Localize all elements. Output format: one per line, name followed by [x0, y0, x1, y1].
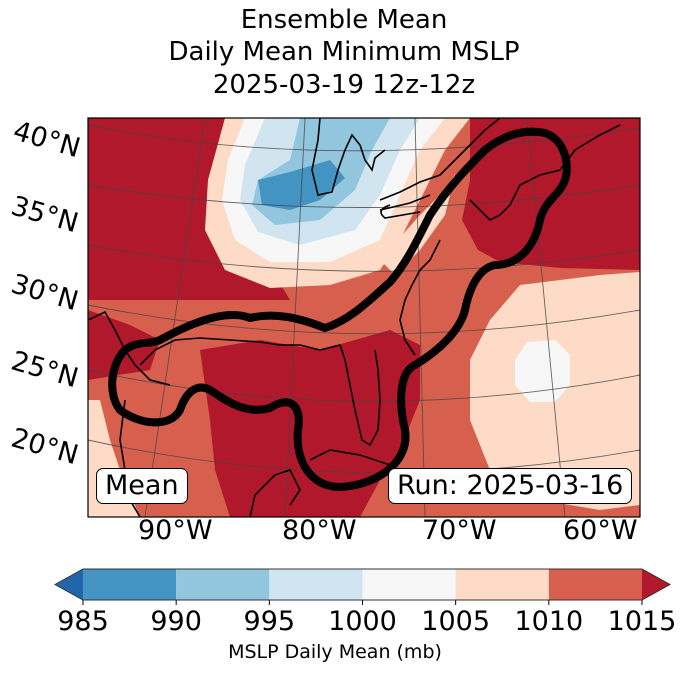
- colorbar-tick-label: 985: [57, 606, 109, 637]
- colorbar-tick-label: 1015: [607, 606, 677, 637]
- coastlines: [88, 118, 621, 517]
- map-frame: [87, 117, 641, 518]
- colorbar-bin-995-1000: [269, 569, 363, 600]
- lon-label-60w: 60°W: [563, 515, 638, 546]
- colorbar-tick-label: 1000: [328, 606, 397, 637]
- colorbar-tick-label: 990: [150, 606, 202, 637]
- title-line-3: 2025-03-19 12z-12z: [212, 70, 476, 100]
- mean-label-box: Mean: [96, 468, 188, 504]
- region-1010-1015-southeast: [200, 330, 420, 517]
- lon-label-90w: 90°W: [138, 515, 213, 546]
- run-date-box: Run: 2025-03-16: [388, 468, 633, 504]
- colorbar-over-arrow: [642, 569, 670, 600]
- colorbar-label: MSLP Daily Mean (mb): [228, 641, 442, 663]
- colorbar-bin-1010-1015: [548, 569, 642, 600]
- region-995-1000-atlantic: [515, 340, 570, 402]
- title-line-2: Daily Mean Minimum MSLP: [168, 37, 520, 67]
- colorbar: [53, 568, 672, 605]
- contour-outline: [108, 127, 571, 491]
- colorbar-under-arrow: [55, 569, 83, 600]
- colorbar-tick-label: 1010: [514, 606, 584, 637]
- colorbar-tick-label: 995: [243, 606, 296, 637]
- colorbar-bin-1000-1005: [362, 569, 456, 600]
- title-line-1: Ensemble Mean: [240, 5, 448, 35]
- colorbar-tick-label: 1005: [421, 606, 491, 637]
- colorbar-bin-985-990: [83, 569, 177, 600]
- colorbar-bin-990-995: [176, 569, 270, 600]
- map-area: [88, 118, 640, 517]
- lon-label-70w: 70°W: [422, 515, 497, 546]
- colorbar-bin-1005-1010: [455, 569, 549, 600]
- lon-label-80w: 80°W: [282, 515, 357, 546]
